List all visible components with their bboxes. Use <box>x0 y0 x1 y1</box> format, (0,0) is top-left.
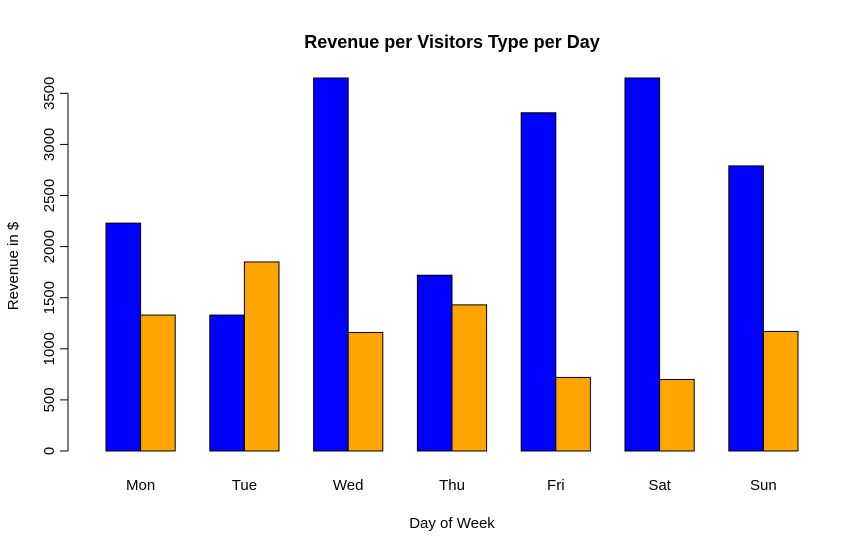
x-tick-label-sat: Sat <box>648 477 671 494</box>
y-tick-label: 500 <box>41 387 58 412</box>
x-tick-label-mon: Mon <box>126 477 155 494</box>
bar-tue-series-1 <box>209 314 245 452</box>
y-tick-label: 3000 <box>41 128 58 161</box>
bar-sun-series-2 <box>762 330 799 452</box>
x-tick-label-tue: Tue <box>232 477 257 494</box>
bar-wed-series-1 <box>313 77 349 452</box>
bar-mon-series-1 <box>105 222 142 452</box>
bar-sat-series-2 <box>659 378 695 452</box>
y-tick-label: 1500 <box>41 281 58 314</box>
y-tick-label: 2500 <box>41 179 58 212</box>
x-tick-label-sun: Sun <box>750 477 777 494</box>
bar-wed-series-2 <box>347 331 384 452</box>
x-tick-label-fri: Fri <box>547 477 565 494</box>
y-tick-label: 1000 <box>41 332 58 365</box>
bar-thu-series-1 <box>416 274 453 452</box>
bars-group <box>105 77 799 452</box>
chart-title: Revenue per Visitors Type per Day <box>304 32 599 52</box>
x-axis-label: Day of Week <box>409 515 495 532</box>
y-axis-label: Revenue in $ <box>5 221 22 310</box>
x-tick-label-wed: Wed <box>333 477 364 494</box>
x-tick-labels: Mon Tue Wed Thu Fri Sat Sun <box>126 477 777 494</box>
y-tick-label: 0 <box>41 447 58 455</box>
x-tick-label-thu: Thu <box>439 477 465 494</box>
bar-fri-series-2 <box>555 376 591 452</box>
bar-fri-series-1 <box>520 112 557 452</box>
bar-tue-series-2 <box>243 261 280 452</box>
bar-sun-series-1 <box>728 165 764 452</box>
bar-mon-series-2 <box>140 314 176 452</box>
bar-sat-series-1 <box>624 77 661 452</box>
bar-thu-series-2 <box>451 304 488 452</box>
y-tick-label: 2000 <box>41 230 58 263</box>
y-tick-label: 3500 <box>41 77 58 110</box>
y-axis: 0 500 1000 1500 2000 2500 3000 3500 <box>41 77 69 455</box>
